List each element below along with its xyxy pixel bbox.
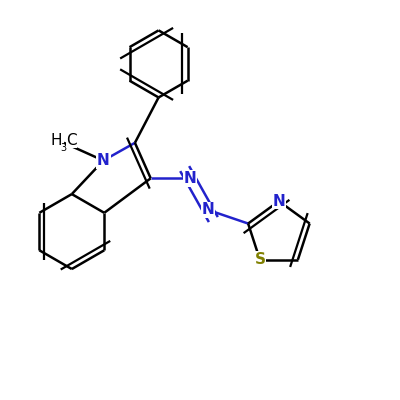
Text: N: N — [97, 153, 110, 168]
Text: S: S — [254, 252, 265, 267]
Text: N: N — [272, 194, 285, 209]
Text: C: C — [66, 133, 77, 148]
Text: 3: 3 — [60, 143, 66, 153]
Text: N: N — [202, 202, 214, 217]
Text: N: N — [184, 171, 196, 186]
Text: H: H — [50, 133, 62, 148]
